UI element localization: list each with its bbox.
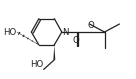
Polygon shape: [53, 45, 55, 60]
Text: HO: HO: [3, 27, 16, 36]
Text: N: N: [62, 27, 69, 36]
Text: HO: HO: [30, 60, 43, 69]
Text: O: O: [88, 21, 95, 30]
Text: O: O: [73, 36, 80, 45]
